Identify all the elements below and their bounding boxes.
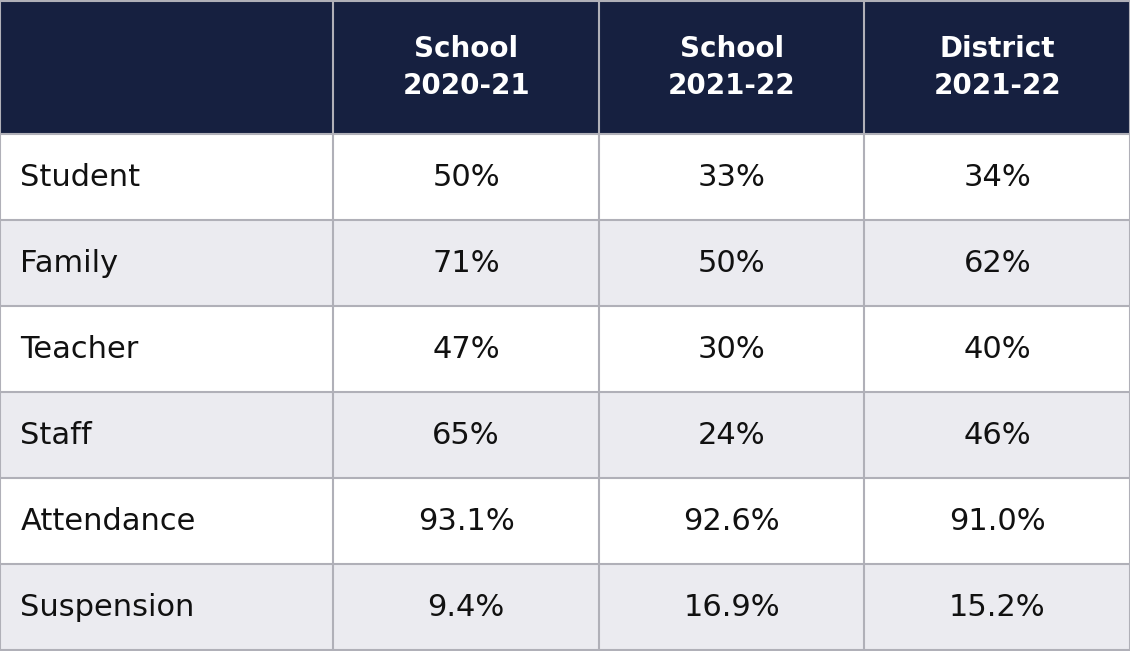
Text: Teacher: Teacher — [20, 335, 139, 364]
Text: 33%: 33% — [697, 163, 766, 192]
Bar — [0, 1, 333, 135]
Text: 2021-22: 2021-22 — [933, 72, 1061, 100]
Text: 47%: 47% — [433, 335, 499, 364]
Bar — [599, 478, 864, 564]
Text: 93.1%: 93.1% — [418, 506, 514, 536]
Text: 40%: 40% — [964, 335, 1031, 364]
Bar — [864, 478, 1130, 564]
Text: 62%: 62% — [964, 249, 1031, 278]
Bar — [599, 307, 864, 392]
Text: 71%: 71% — [433, 249, 499, 278]
Text: 65%: 65% — [433, 421, 499, 450]
Bar — [599, 1, 864, 135]
Bar — [0, 392, 333, 478]
Bar — [333, 392, 599, 478]
Text: Suspension: Suspension — [20, 592, 194, 622]
Bar — [599, 135, 864, 220]
Bar — [333, 1, 599, 135]
Text: 34%: 34% — [964, 163, 1031, 192]
Bar — [333, 564, 599, 650]
Bar — [599, 392, 864, 478]
Bar — [333, 220, 599, 307]
Text: School: School — [679, 35, 784, 64]
Bar — [333, 478, 599, 564]
Text: 50%: 50% — [433, 163, 499, 192]
Bar — [333, 135, 599, 220]
Bar — [599, 220, 864, 307]
Bar — [864, 307, 1130, 392]
Bar — [0, 564, 333, 650]
Text: 91.0%: 91.0% — [949, 506, 1045, 536]
Bar — [864, 392, 1130, 478]
Text: Family: Family — [20, 249, 119, 278]
Text: 46%: 46% — [964, 421, 1031, 450]
Text: District: District — [939, 35, 1055, 64]
Text: Student: Student — [20, 163, 140, 192]
Text: Attendance: Attendance — [20, 506, 195, 536]
Text: 2020-21: 2020-21 — [402, 72, 530, 100]
Text: 50%: 50% — [698, 249, 765, 278]
Text: 92.6%: 92.6% — [684, 506, 780, 536]
Bar — [864, 135, 1130, 220]
Bar — [0, 307, 333, 392]
Text: 15.2%: 15.2% — [949, 592, 1045, 622]
Text: 24%: 24% — [698, 421, 765, 450]
Text: School: School — [414, 35, 519, 64]
Bar — [333, 307, 599, 392]
Text: 16.9%: 16.9% — [684, 592, 780, 622]
Bar — [864, 564, 1130, 650]
Text: 2021-22: 2021-22 — [668, 72, 796, 100]
Text: Staff: Staff — [20, 421, 92, 450]
Bar — [599, 564, 864, 650]
Bar — [864, 220, 1130, 307]
Text: 9.4%: 9.4% — [427, 592, 505, 622]
Text: 30%: 30% — [698, 335, 765, 364]
Bar — [0, 135, 333, 220]
Bar — [864, 1, 1130, 135]
Bar — [0, 220, 333, 307]
Bar — [0, 478, 333, 564]
